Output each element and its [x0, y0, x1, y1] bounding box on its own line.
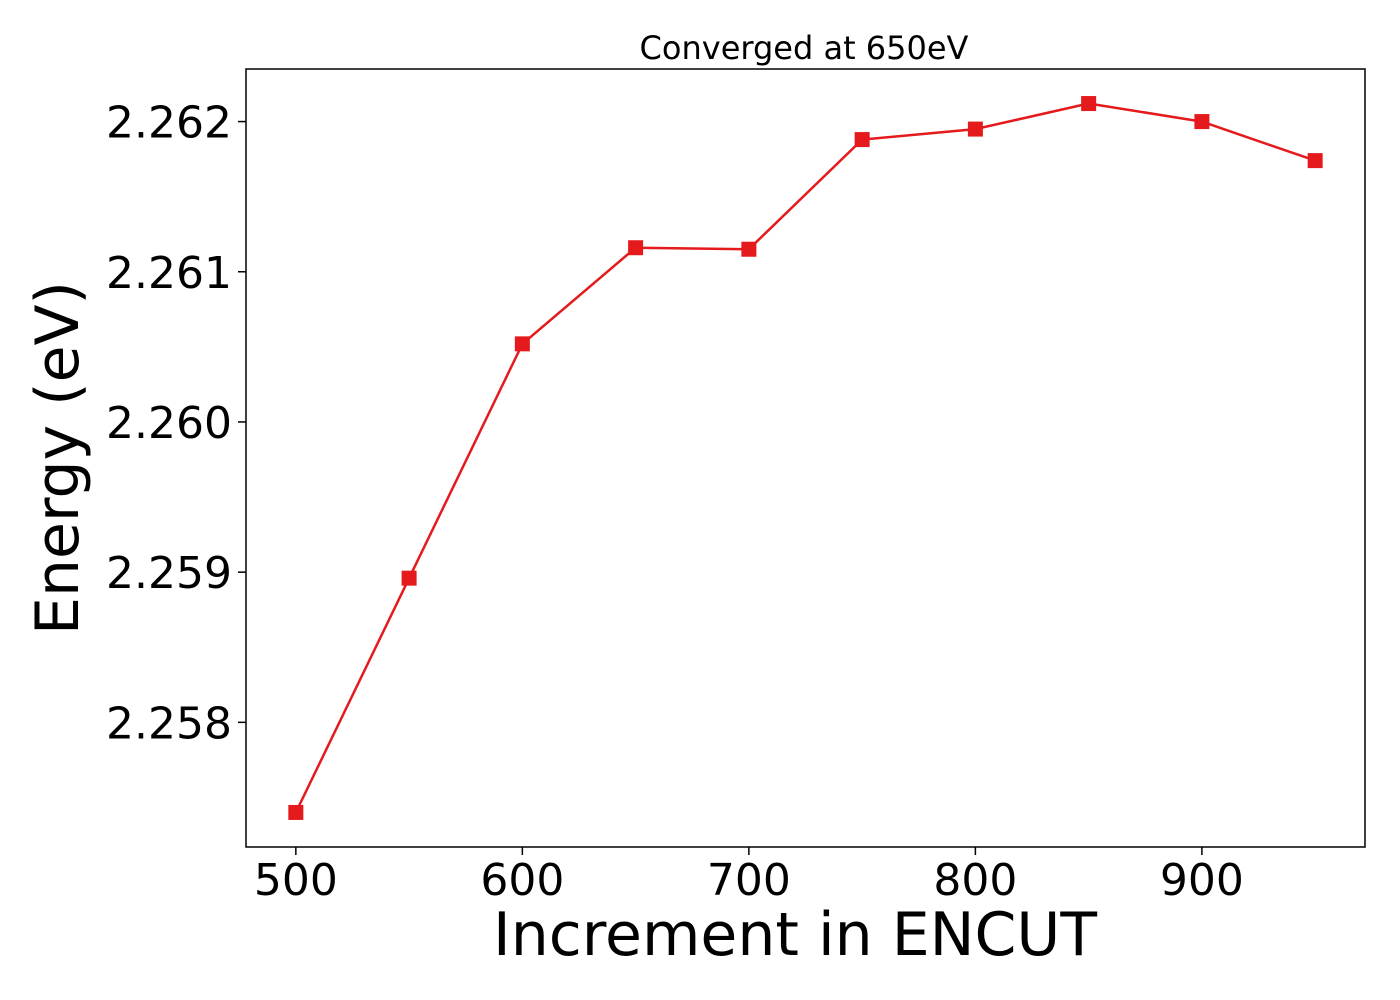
- data-point: [967, 121, 983, 137]
- series-line: [294, 102, 1316, 814]
- x-tick-label: 600: [480, 855, 564, 906]
- x-tick-label: 900: [1160, 855, 1244, 906]
- y-tick-label: 2.259: [106, 548, 232, 599]
- data-point: [1194, 114, 1210, 130]
- x-tick-label: 700: [707, 855, 791, 906]
- y-tick-label: 2.260: [106, 398, 232, 449]
- y-axis-label: Energy (eV): [23, 281, 93, 635]
- y-tick-label: 2.258: [106, 698, 232, 749]
- data-point: [628, 240, 644, 256]
- data-point: [1307, 153, 1323, 169]
- data-point: [288, 804, 304, 820]
- data-point: [1081, 96, 1097, 112]
- x-axis-label: Increment in ENCUT: [493, 900, 1097, 970]
- plot-area: [245, 68, 1366, 848]
- x-axis: 500 600 700 800 900: [254, 847, 1244, 906]
- chart-title: Converged at 650eV: [640, 29, 969, 67]
- y-axis: 2.258 2.259 2.260 2.261 2.262: [106, 98, 246, 749]
- y-tick-label: 2.261: [106, 248, 232, 299]
- data-point: [741, 241, 757, 257]
- x-tick-label: 500: [254, 855, 338, 906]
- x-tick-label: 800: [933, 855, 1017, 906]
- series-layer: [288, 96, 1323, 820]
- data-point: [401, 570, 417, 586]
- data-point: [854, 132, 870, 148]
- data-point: [514, 336, 530, 352]
- y-tick-label: 2.262: [106, 98, 232, 149]
